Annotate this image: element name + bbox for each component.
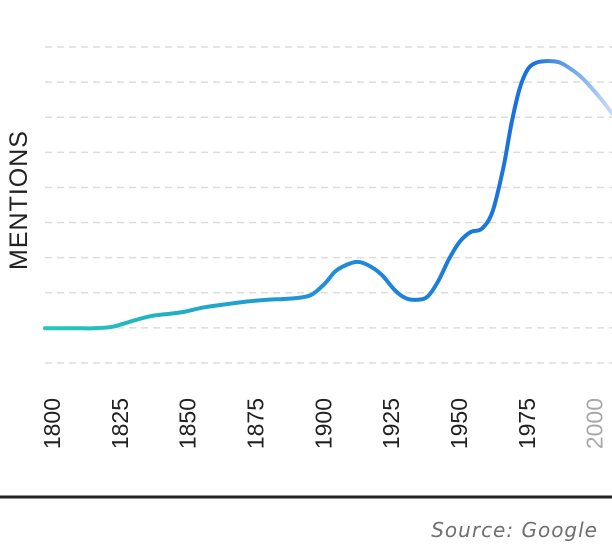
x-tick-label: 1925 <box>378 398 404 449</box>
x-tick-label: 1850 <box>175 398 201 449</box>
y-axis-label: MENTIONS <box>5 130 33 270</box>
x-tick-label: 1900 <box>310 398 336 449</box>
source-label: Source: Google <box>431 518 598 542</box>
x-tick-label: 1825 <box>107 398 133 449</box>
x-tick-label: 1950 <box>446 398 472 449</box>
x-tick-label: 1800 <box>39 398 65 449</box>
x-tick-label: 2000 <box>582 398 608 449</box>
x-axis-ticks: 1800 1825 1850 1875 1900 1925 1950 1975 2000 <box>39 398 608 449</box>
grid <box>45 46 612 364</box>
x-tick-label: 1875 <box>243 398 269 449</box>
x-tick-label: 1975 <box>514 398 540 449</box>
series-line <box>43 59 612 331</box>
